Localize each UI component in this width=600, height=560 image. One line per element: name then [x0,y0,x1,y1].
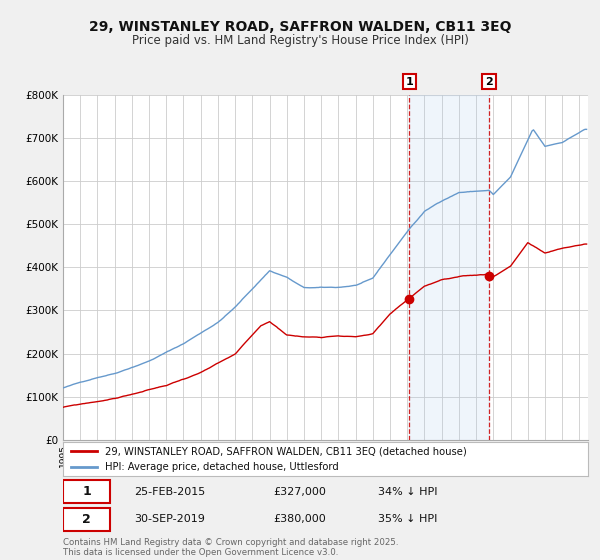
Text: 29, WINSTANLEY ROAD, SAFFRON WALDEN, CB11 3EQ (detached house): 29, WINSTANLEY ROAD, SAFFRON WALDEN, CB1… [105,446,467,456]
Text: 2: 2 [485,77,493,87]
Text: 34% ↓ HPI: 34% ↓ HPI [378,487,437,497]
Text: 25-FEB-2015: 25-FEB-2015 [134,487,205,497]
FancyBboxPatch shape [63,480,110,503]
Text: Contains HM Land Registry data © Crown copyright and database right 2025.
This d: Contains HM Land Registry data © Crown c… [63,538,398,557]
Text: £327,000: £327,000 [273,487,326,497]
Text: £380,000: £380,000 [273,515,326,524]
Text: 29, WINSTANLEY ROAD, SAFFRON WALDEN, CB11 3EQ: 29, WINSTANLEY ROAD, SAFFRON WALDEN, CB1… [89,20,511,34]
Text: 1: 1 [406,77,413,87]
Text: 2: 2 [82,513,91,526]
Text: HPI: Average price, detached house, Uttlesford: HPI: Average price, detached house, Uttl… [105,462,339,472]
Text: 30-SEP-2019: 30-SEP-2019 [134,515,205,524]
Bar [409,95,489,440]
Text: Price paid vs. HM Land Registry's House Price Index (HPI): Price paid vs. HM Land Registry's House … [131,34,469,46]
Text: 1: 1 [82,486,91,498]
Text: 35% ↓ HPI: 35% ↓ HPI [378,515,437,524]
FancyBboxPatch shape [63,508,110,531]
